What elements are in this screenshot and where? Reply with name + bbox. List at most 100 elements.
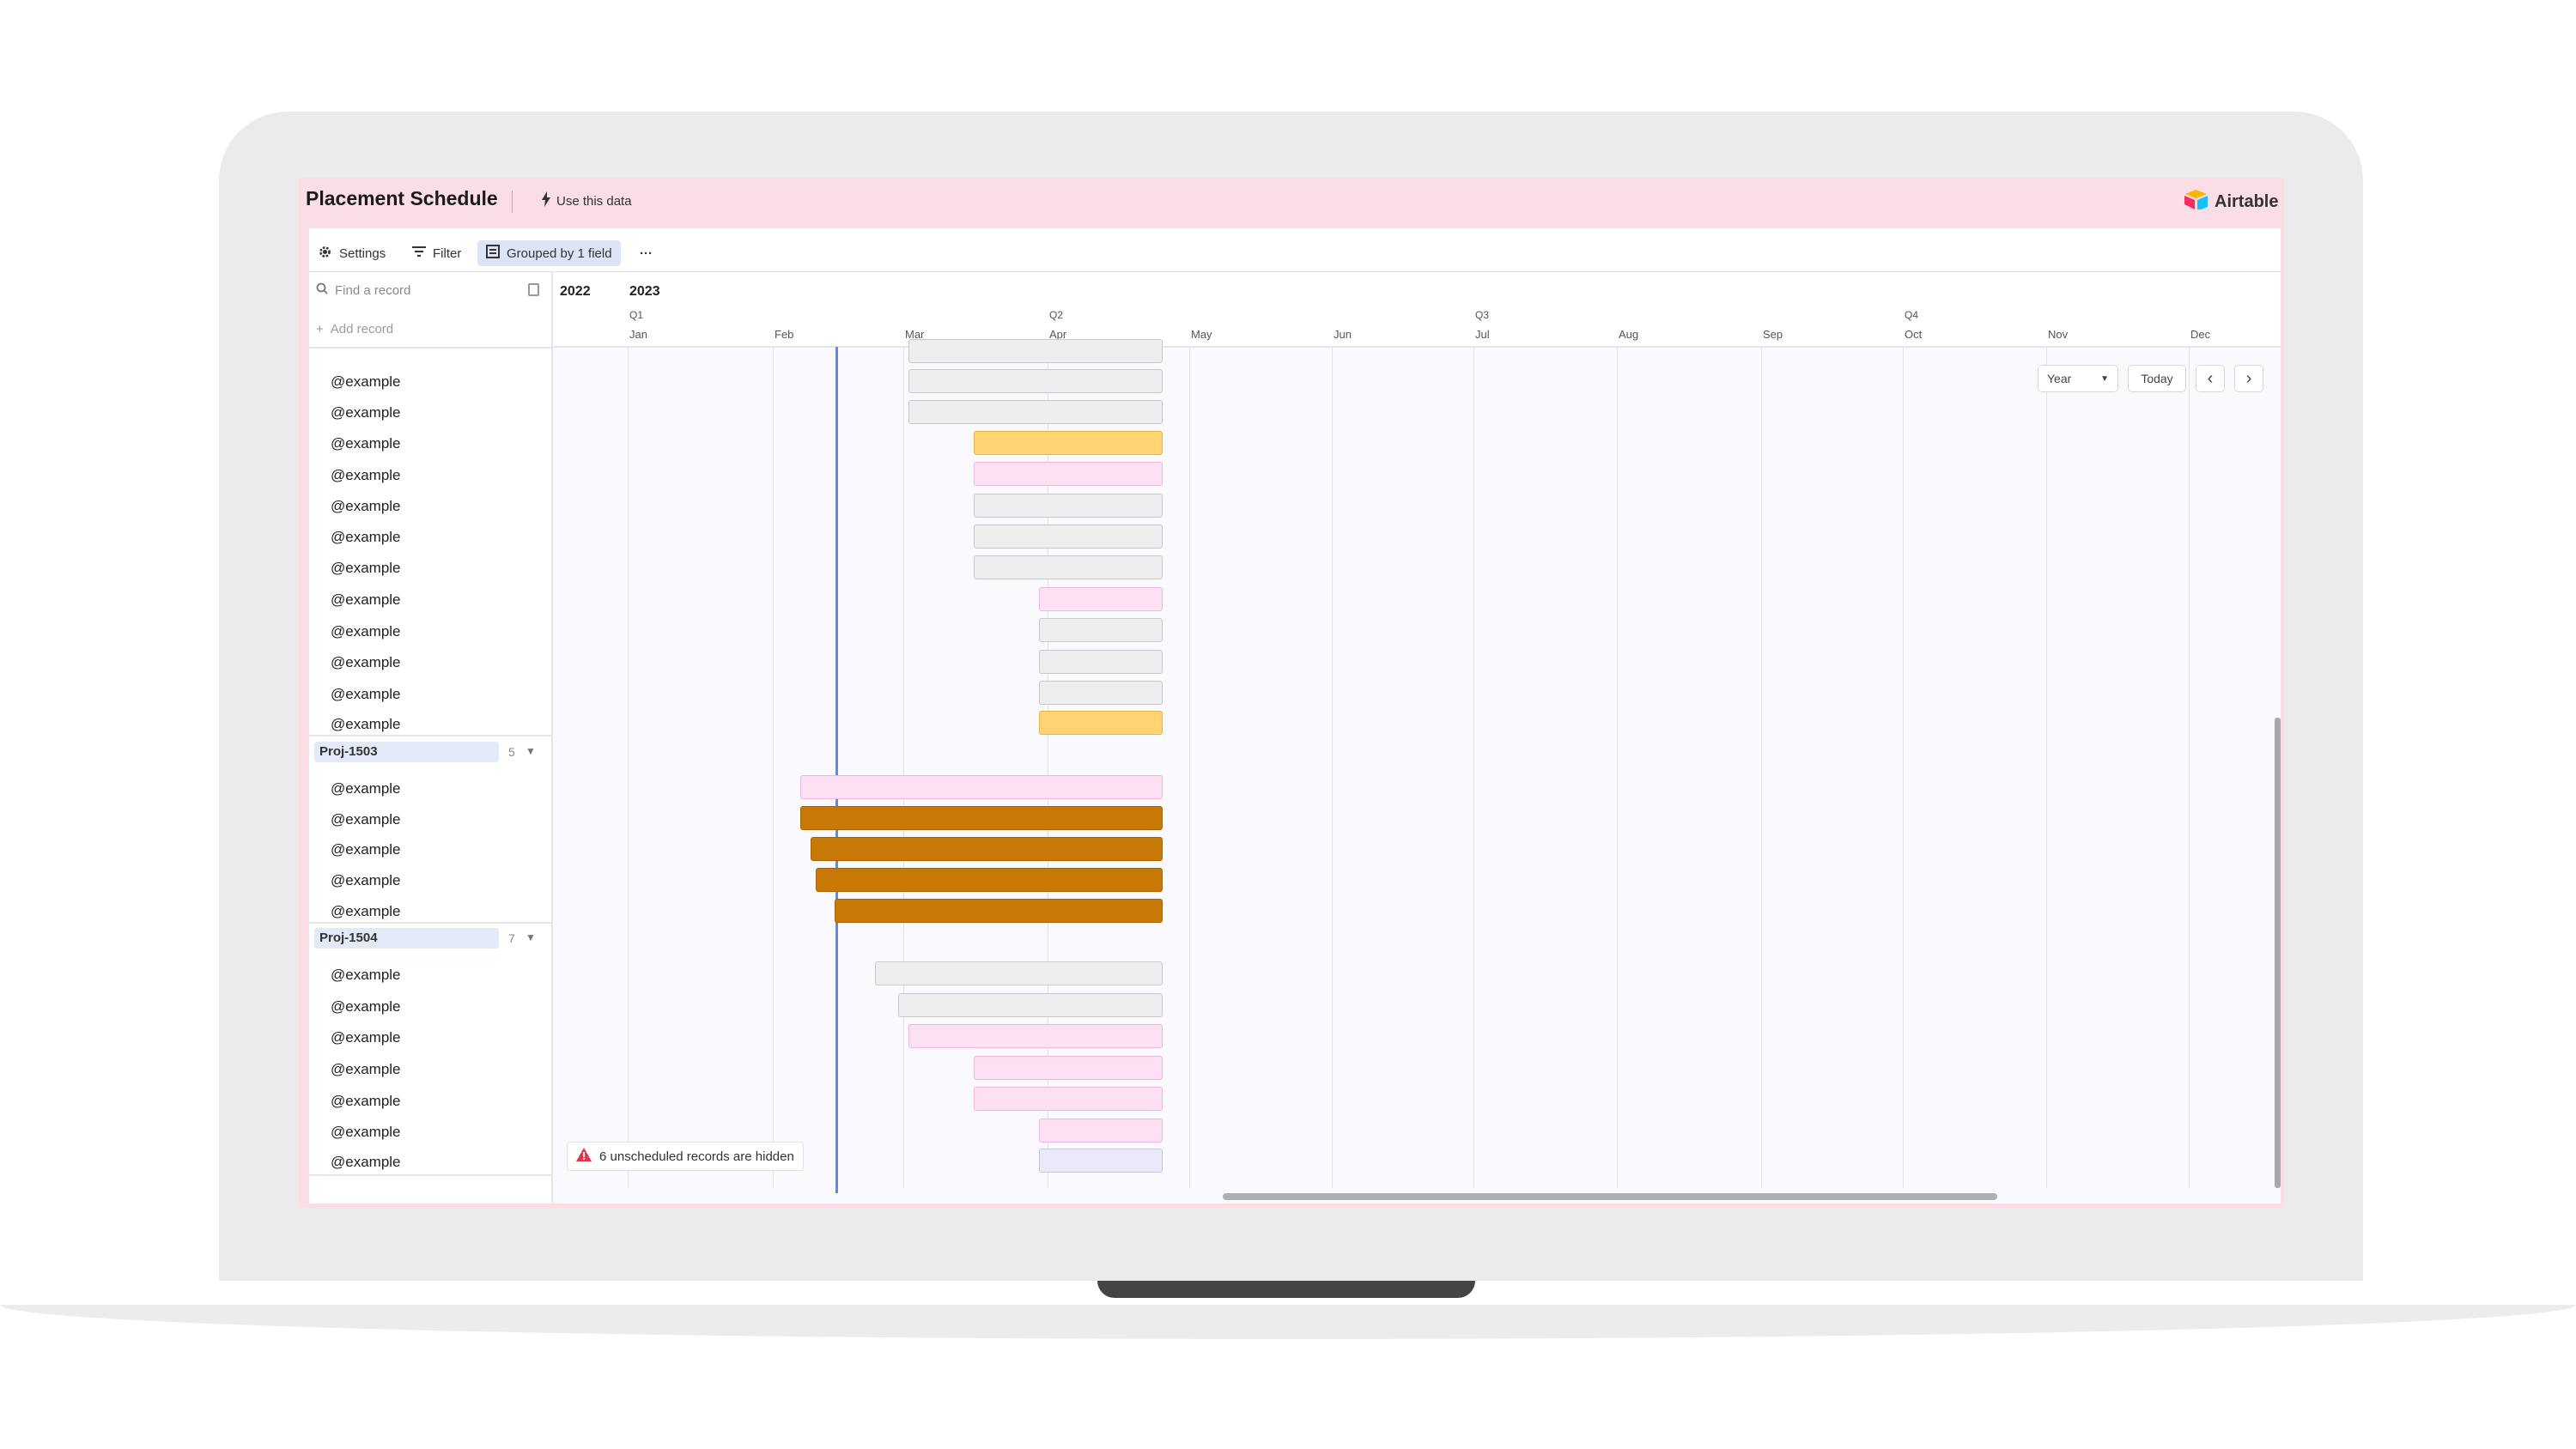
- record-bar[interactable]: [974, 524, 1163, 549]
- view-select[interactable]: Year ▼: [2038, 365, 2118, 392]
- record-name[interactable]: @example: [331, 998, 401, 1015]
- group-icon: [486, 245, 500, 262]
- search-icon: [316, 282, 328, 298]
- month-label: Jul: [1475, 328, 1490, 341]
- record-bar[interactable]: [908, 1024, 1163, 1048]
- record-name[interactable]: @example: [331, 529, 401, 545]
- quarter-label: Q1: [629, 309, 644, 321]
- year-label: 2023: [629, 284, 660, 299]
- record-bar[interactable]: [974, 431, 1163, 455]
- record-bar[interactable]: [908, 339, 1163, 363]
- month-gridline: [1903, 347, 1904, 1188]
- record-name[interactable]: @example: [331, 435, 401, 452]
- laptop-notch: [1097, 1281, 1475, 1298]
- record-bar[interactable]: [1039, 650, 1163, 674]
- record-name[interactable]: @example: [331, 560, 401, 576]
- prev-button[interactable]: ‹: [2196, 365, 2225, 392]
- use-data-button[interactable]: Use this data: [541, 191, 632, 210]
- record-bar[interactable]: [974, 462, 1163, 486]
- group-header[interactable]: Proj-1504: [314, 928, 499, 949]
- record-bar[interactable]: [1039, 1149, 1163, 1173]
- warning-icon: [576, 1148, 592, 1165]
- add-record-label: Add record: [330, 322, 394, 336]
- more-button[interactable]: ···: [640, 246, 653, 261]
- record-bar[interactable]: [800, 806, 1163, 830]
- timeline-header: [553, 272, 2281, 348]
- settings-button[interactable]: Settings: [318, 240, 386, 266]
- record-bar[interactable]: [908, 369, 1163, 393]
- month-label: Feb: [775, 328, 794, 341]
- record-bar[interactable]: [974, 1087, 1163, 1111]
- search-field[interactable]: Find a record: [316, 282, 410, 298]
- today-button[interactable]: Today: [2128, 365, 2186, 392]
- toolbar-divider: [309, 271, 2281, 272]
- record-name[interactable]: @example: [331, 623, 401, 640]
- add-record-button[interactable]: + Add record: [316, 322, 393, 336]
- unscheduled-notice[interactable]: 6 unscheduled records are hidden: [567, 1142, 804, 1171]
- record-name[interactable]: @example: [331, 1093, 401, 1109]
- record-name[interactable]: @example: [331, 654, 401, 670]
- record-bar[interactable]: [898, 993, 1163, 1017]
- airtable-logo[interactable]: Airtable: [2184, 189, 2278, 215]
- month-label: Oct: [1905, 328, 1923, 341]
- month-gridline: [1617, 347, 1618, 1188]
- quarter-label: Q3: [1475, 309, 1490, 321]
- month-label: Mar: [905, 328, 925, 341]
- today-marker: [835, 347, 838, 1193]
- record-bar[interactable]: [1039, 681, 1163, 705]
- laptop-base: [0, 1305, 2576, 1339]
- record-name[interactable]: @example: [331, 498, 401, 514]
- gear-icon: [318, 245, 332, 263]
- group-button[interactable]: Grouped by 1 field: [477, 240, 621, 266]
- record-name[interactable]: @example: [331, 1061, 401, 1077]
- record-bar[interactable]: [1039, 1119, 1163, 1143]
- filter-button[interactable]: Filter: [412, 240, 461, 266]
- record-name[interactable]: @example: [331, 903, 401, 919]
- record-bar[interactable]: [1039, 618, 1163, 642]
- view-select-label: Year: [2047, 372, 2072, 385]
- unscheduled-text: 6 unscheduled records are hidden: [599, 1149, 794, 1164]
- record-name[interactable]: @example: [331, 1124, 401, 1140]
- group-header[interactable]: Proj-1503: [314, 742, 499, 762]
- record-bar[interactable]: [800, 775, 1163, 799]
- month-label: Apr: [1049, 328, 1067, 341]
- record-name[interactable]: @example: [331, 467, 401, 483]
- month-label: Nov: [2048, 328, 2069, 341]
- month-label: Aug: [1619, 328, 1639, 341]
- chevron-down-icon[interactable]: ▼: [526, 745, 536, 757]
- record-bar[interactable]: [811, 837, 1163, 861]
- record-name[interactable]: @example: [331, 1154, 401, 1170]
- record-bar[interactable]: [1039, 711, 1163, 735]
- record-name[interactable]: @example: [331, 780, 401, 797]
- use-data-label: Use this data: [556, 193, 632, 209]
- record-bar[interactable]: [875, 961, 1163, 985]
- record-bar[interactable]: [974, 1056, 1163, 1080]
- record-bar[interactable]: [974, 555, 1163, 579]
- record-name[interactable]: @example: [331, 811, 401, 828]
- record-name[interactable]: @example: [331, 686, 401, 702]
- record-name[interactable]: @example: [331, 1029, 401, 1046]
- chevron-down-icon[interactable]: ▼: [526, 931, 536, 943]
- group-count: 5: [508, 745, 515, 759]
- record-name[interactable]: @example: [331, 872, 401, 888]
- record-name[interactable]: @example: [331, 716, 401, 732]
- month-label: Dec: [2190, 328, 2211, 341]
- horizontal-scrollbar[interactable]: [1223, 1193, 1997, 1200]
- record-name[interactable]: @example: [331, 373, 401, 390]
- record-name[interactable]: @example: [331, 591, 401, 608]
- search-placeholder: Find a record: [335, 282, 411, 298]
- record-name[interactable]: @example: [331, 404, 401, 421]
- collapse-panel-icon[interactable]: [528, 283, 539, 296]
- month-gridline: [1761, 347, 1762, 1188]
- record-bar[interactable]: [908, 400, 1163, 424]
- vertical-scrollbar[interactable]: [2275, 718, 2281, 1188]
- record-name[interactable]: @example: [331, 967, 401, 983]
- record-bar[interactable]: [1039, 587, 1163, 611]
- quarter-label: Q4: [1905, 309, 1919, 321]
- settings-label: Settings: [339, 246, 386, 261]
- record-bar[interactable]: [974, 494, 1163, 518]
- record-bar[interactable]: [816, 868, 1163, 892]
- record-bar[interactable]: [835, 899, 1163, 923]
- next-button[interactable]: ›: [2234, 365, 2263, 392]
- record-name[interactable]: @example: [331, 841, 401, 858]
